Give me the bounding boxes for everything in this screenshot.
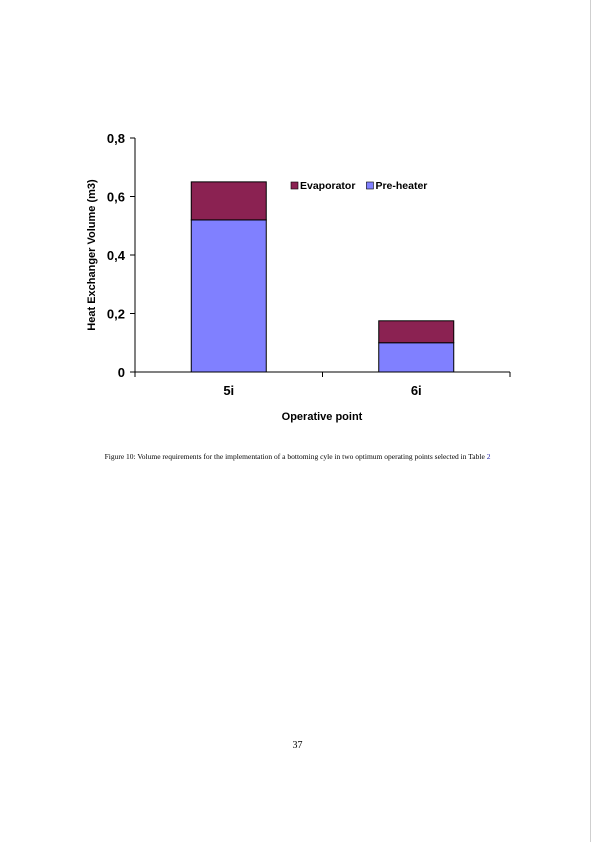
bar-pre-heater-6i [378,342,455,373]
x-tick-label-6i: 6i [411,383,422,398]
legend-label-pre-heater: Pre-heater [375,180,427,192]
y-tick-label: 0,8 [107,131,125,146]
bars-layer [190,181,455,373]
y-tick-label: 0 [118,365,125,380]
legend-swatch-evaporator [290,181,299,190]
legend-swatch-pre-heater [366,181,374,190]
page-number: 37 [292,740,303,751]
bar-evaporator-6i [378,320,455,344]
bar-evaporator-5i [190,181,267,221]
y-axis-label: Heat Exchanger Volume (m3) [86,179,98,331]
table-reference-link[interactable]: 2 [486,452,491,461]
caption-text: Figure 10: Volume requirements for the i… [104,452,485,461]
bar-pre-heater-5i [190,219,267,373]
legend: Evaporator Pre-heater [290,180,427,192]
figure-caption: Figure 10: Volume requirements for the i… [0,452,595,461]
axes-layer: 5i 6i 0 0,2 0,4 0,6 0,8 [107,131,511,398]
y-tick-label: 0,4 [107,248,126,263]
y-tick-label: 0,6 [107,190,125,205]
x-axis-label: Operative point [282,411,363,423]
legend-label-evaporator: Evaporator [300,180,355,192]
page-edge-line [590,0,591,842]
y-tick-label: 0,2 [107,307,125,322]
x-tick-label-5i: 5i [223,383,234,398]
